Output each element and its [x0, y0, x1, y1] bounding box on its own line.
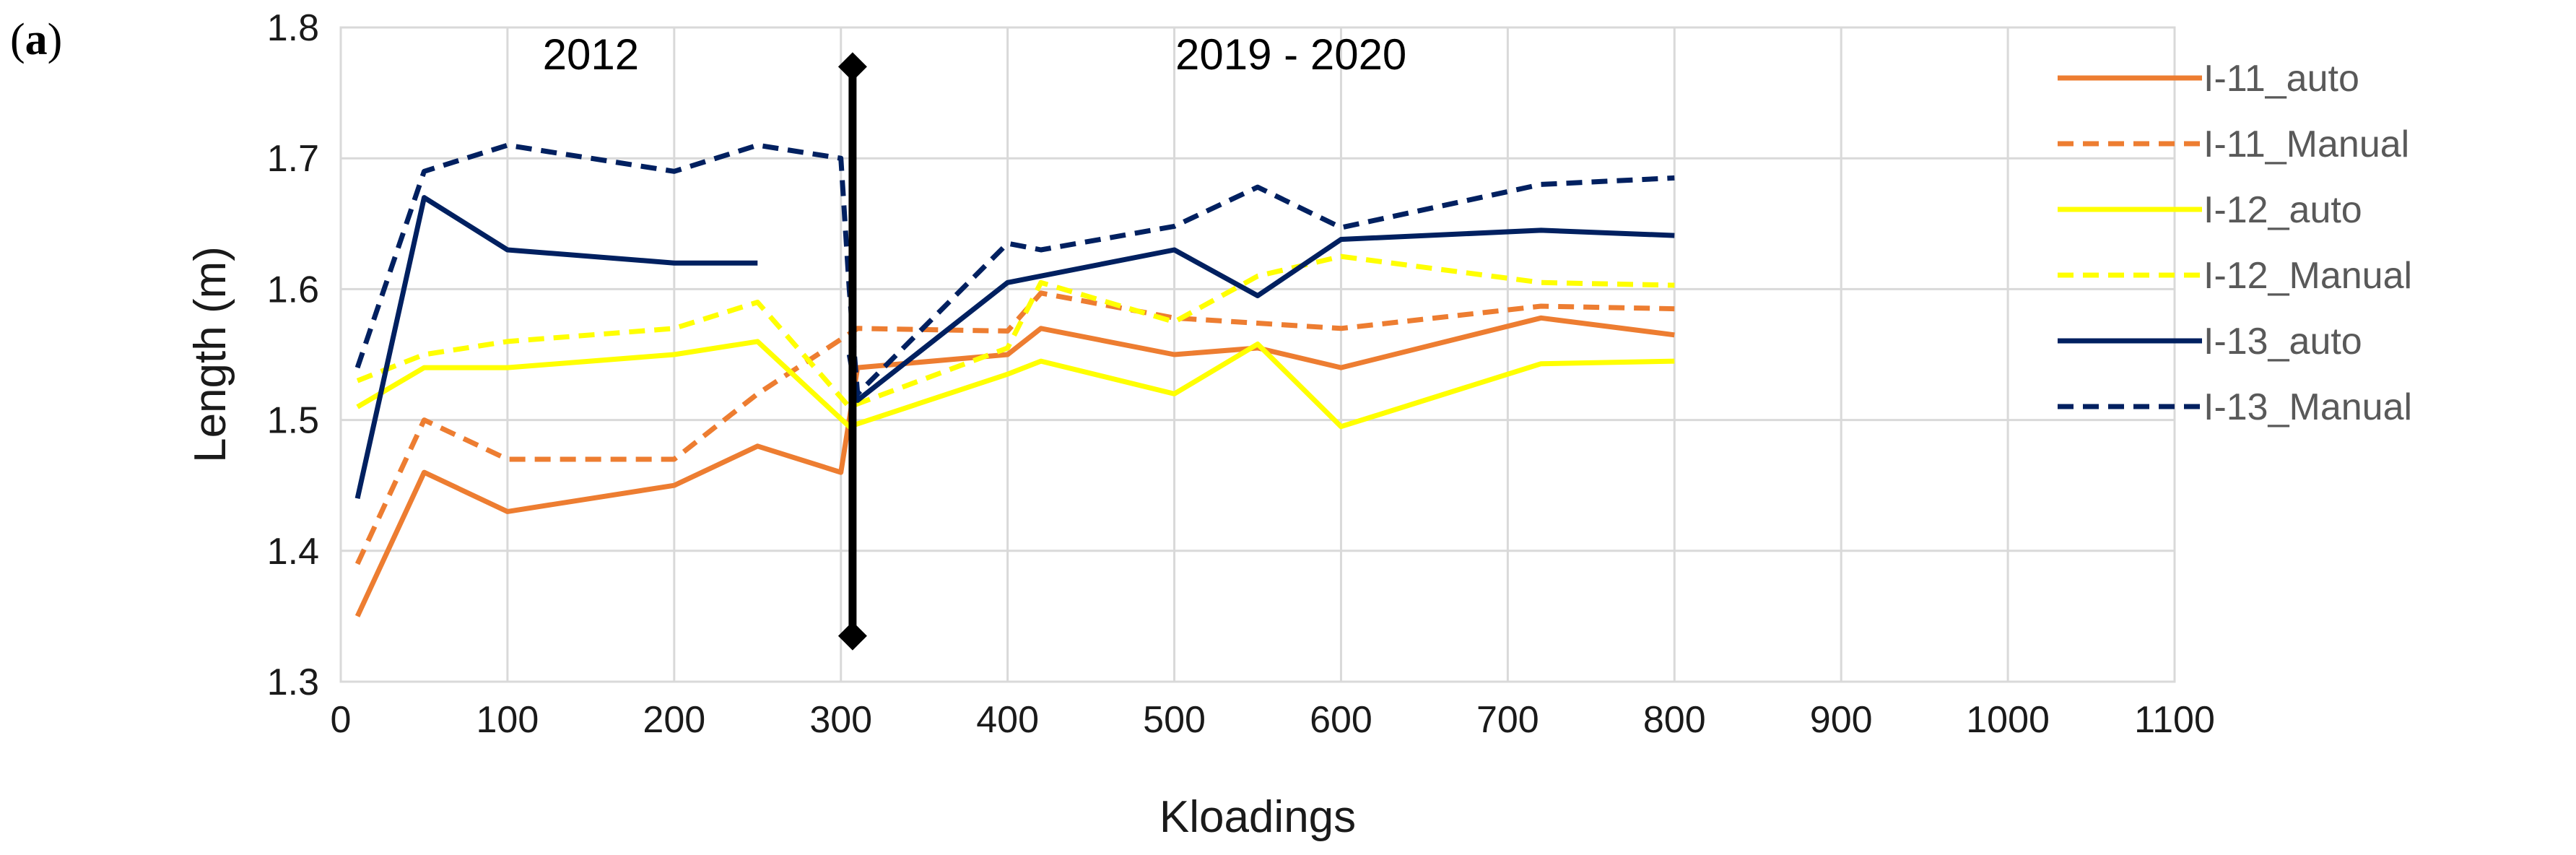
annotation-2012: 2012 — [543, 30, 639, 79]
y-tick-label: 1.8 — [267, 7, 319, 49]
legend: I-11_auto I-11_Manual I-12_auto I-12_Manual… — [2058, 58, 2412, 428]
annotation-2019-2020: 2019 - 2020 — [1175, 30, 1406, 79]
period-annotations: 2012 2019 - 2020 — [543, 30, 1407, 79]
x-tick-label: 300 — [809, 699, 872, 741]
plot-border — [339, 26, 2176, 683]
x-tick-label: 600 — [1310, 699, 1372, 741]
x-tick-label: 1100 — [2134, 699, 2215, 741]
panel-letter: a — [25, 15, 48, 64]
x-tick-label: 200 — [643, 699, 705, 741]
divider-top-marker — [837, 52, 867, 82]
y-tick-label: 1.4 — [267, 531, 319, 573]
x-tick-label: 900 — [1810, 699, 1873, 741]
panel-label: (a) — [10, 15, 63, 64]
x-tick-labels: 0 100 200 300 400 500 600 700 800 900 1000 1100 — [331, 699, 2215, 741]
series-line-i-11-auto — [354, 315, 1675, 617]
y-tick-label: 1.3 — [267, 661, 319, 703]
divider-bottom-marker — [837, 621, 867, 651]
gridlines — [339, 26, 2176, 683]
x-tick-label: 1000 — [1966, 699, 2050, 741]
x-tick-label: 700 — [1476, 699, 1539, 741]
y-tick-label: 1.7 — [267, 138, 319, 180]
legend-label-i-11-auto: I-11_auto — [2203, 58, 2359, 100]
legend-label-i-11-manual: I-11_Manual — [2203, 123, 2409, 165]
legend-label-i-12-auto: I-12_auto — [2203, 189, 2362, 231]
series-line-i-13-auto-b — [846, 227, 1675, 403]
x-axis-title: Kloadings — [1159, 792, 1356, 842]
x-tick-label: 100 — [477, 699, 539, 741]
x-tick-label: 800 — [1643, 699, 1706, 741]
x-tick-label: 400 — [976, 699, 1039, 741]
plot-frame — [339, 26, 2176, 683]
y-tick-label: 1.5 — [267, 400, 319, 442]
series-line-i-12-manual — [356, 253, 1675, 409]
legend-label-i-13-manual: I-13_Manual — [2203, 386, 2412, 428]
y-tick-labels: 1.3 1.4 1.5 1.6 1.7 1.8 — [267, 7, 319, 703]
x-tick-label: 500 — [1143, 699, 1206, 741]
y-tick-label: 1.6 — [267, 269, 319, 311]
series-line-i-13-manual — [354, 142, 1675, 396]
legend-label-i-12-manual: I-12_Manual — [2203, 255, 2412, 297]
series-line-i-12-auto — [356, 339, 1675, 430]
x-tick-label: 0 — [331, 699, 352, 741]
y-axis-title: Length (m) — [186, 246, 235, 463]
series-line-i-11-manual — [354, 290, 1675, 565]
period-divider — [837, 52, 867, 651]
series-line-i-13-auto — [354, 195, 758, 500]
legend-label-i-13-auto: I-13_auto — [2203, 321, 2362, 363]
series-lines — [354, 142, 1675, 617]
